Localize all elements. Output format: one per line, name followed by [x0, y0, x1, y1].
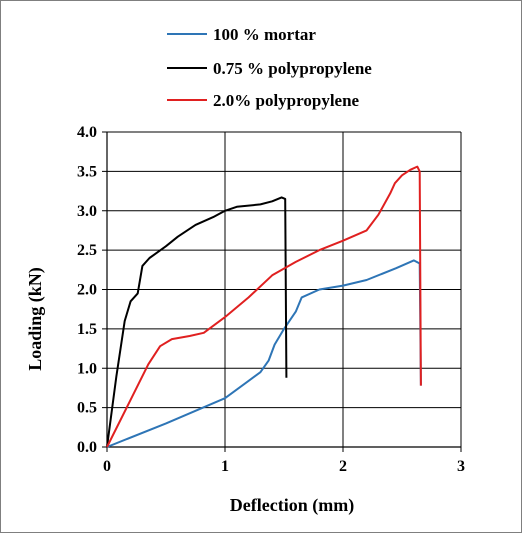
- y-tick-label: 1.0: [77, 360, 97, 377]
- x-tick-label: 3: [457, 458, 465, 475]
- axes: [102, 131, 462, 452]
- y-tick-label: 1.5: [77, 321, 97, 338]
- series-line-2: [106, 196, 288, 448]
- x-tick-label: 2: [339, 458, 347, 475]
- legend: 100 % mortar 0.75 % polypropylene 2.0% pol…: [167, 25, 372, 110]
- series-lines: [106, 165, 422, 448]
- y-tick-label: 0.5: [77, 400, 97, 417]
- y-tick-label: 3.5: [77, 163, 97, 180]
- y-tick-label: 4.0: [77, 124, 97, 141]
- grid-lines: [107, 131, 462, 447]
- y-tick-label: 2.5: [77, 242, 97, 259]
- legend-label-3: 2.0% polypropylene: [213, 91, 360, 110]
- legend-label-2: 0.75 % polypropylene: [213, 59, 372, 78]
- x-tick-label: 1: [221, 458, 229, 475]
- y-tick-label: 3.0: [77, 203, 97, 220]
- y-axis-title: Loading (kN): [25, 267, 46, 371]
- tick-labels: 0.0 0.5 1.0 1.5 2.0 2.5 3.0 3.5 4.0 0 1 2 3: [77, 124, 465, 475]
- y-tick-label: 2.0: [77, 282, 97, 299]
- y-tick-label: 0.0: [77, 439, 97, 456]
- x-axis-title: Deflection (mm): [230, 495, 354, 516]
- legend-label-1: 100 % mortar: [213, 25, 316, 44]
- series-line-1: [106, 259, 422, 448]
- series-line-3: [106, 165, 422, 448]
- x-tick-label: 0: [103, 458, 111, 475]
